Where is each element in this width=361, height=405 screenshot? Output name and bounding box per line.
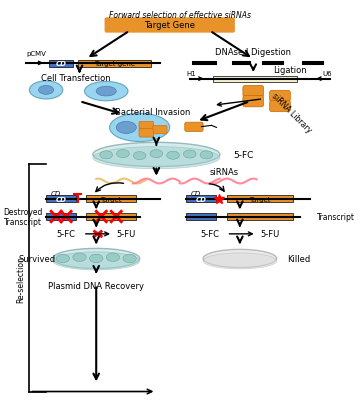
Text: Target: Target [100,196,122,202]
Text: 5-FU: 5-FU [260,230,279,239]
Ellipse shape [110,114,170,142]
Ellipse shape [84,82,128,102]
FancyBboxPatch shape [270,101,290,113]
Ellipse shape [96,87,116,97]
Ellipse shape [116,122,136,134]
FancyBboxPatch shape [152,126,167,134]
Bar [49,60,73,68]
Bar [226,213,293,221]
Ellipse shape [200,151,213,160]
Text: 5-FU: 5-FU [117,230,136,239]
Bar [86,196,136,203]
Text: CD: CD [50,190,61,196]
Ellipse shape [93,147,220,169]
Text: Forward selection of effective siRNAs: Forward selection of effective siRNAs [109,11,251,20]
Ellipse shape [167,152,179,160]
Bar [46,213,76,221]
Text: CD: CD [56,61,66,67]
Bar [78,60,151,68]
Text: Survived: Survived [19,254,56,263]
Ellipse shape [150,150,163,158]
Bar [226,196,293,203]
Text: Target: Target [249,196,271,202]
Text: DNAse I Digestion: DNAse I Digestion [215,48,291,57]
Text: Ligation: Ligation [273,66,307,75]
FancyBboxPatch shape [270,91,290,102]
Text: siRNA Library: siRNA Library [270,92,313,135]
Text: CD: CD [56,196,66,202]
FancyBboxPatch shape [139,129,154,138]
Text: CD: CD [196,196,207,202]
Text: 5-FC: 5-FC [200,230,219,239]
Ellipse shape [117,150,129,158]
FancyBboxPatch shape [243,86,264,98]
Ellipse shape [90,255,103,263]
Text: Plasmid DNA Recovery: Plasmid DNA Recovery [48,281,144,290]
Text: H1: H1 [187,70,196,77]
FancyBboxPatch shape [243,96,264,108]
Text: CD: CD [191,190,201,196]
Bar [86,213,136,221]
Text: Destroyed
Transcript: Destroyed Transcript [3,207,42,227]
Text: 5-FC: 5-FC [57,230,76,239]
FancyBboxPatch shape [139,122,154,130]
Text: Bacterial Invasion: Bacterial Invasion [115,107,191,117]
Text: Re-selection: Re-selection [17,256,26,302]
Ellipse shape [56,255,69,263]
Ellipse shape [100,151,113,160]
Bar [213,77,297,83]
Text: 5-FC: 5-FC [233,151,253,160]
Text: Transcript: Transcript [317,213,355,222]
Ellipse shape [53,249,140,269]
Text: siRNAs: siRNAs [210,168,239,177]
Bar [46,196,76,203]
Ellipse shape [93,143,220,167]
Text: Target Gene: Target Gene [144,21,195,30]
Ellipse shape [133,152,146,160]
Ellipse shape [123,255,136,263]
Ellipse shape [73,254,86,262]
Ellipse shape [39,86,54,95]
FancyBboxPatch shape [185,123,203,132]
Text: U6: U6 [322,70,331,77]
Ellipse shape [203,253,277,269]
Ellipse shape [106,254,119,262]
Ellipse shape [183,151,196,159]
Ellipse shape [29,82,63,100]
Text: Cell Transfection: Cell Transfection [42,73,111,82]
Ellipse shape [53,252,140,270]
Ellipse shape [203,250,277,268]
Text: Target gene: Target gene [94,61,135,67]
Bar [186,196,217,203]
FancyBboxPatch shape [105,18,235,34]
Bar [186,213,217,221]
Text: pCMV: pCMV [26,51,46,57]
Text: Killed: Killed [287,254,310,263]
